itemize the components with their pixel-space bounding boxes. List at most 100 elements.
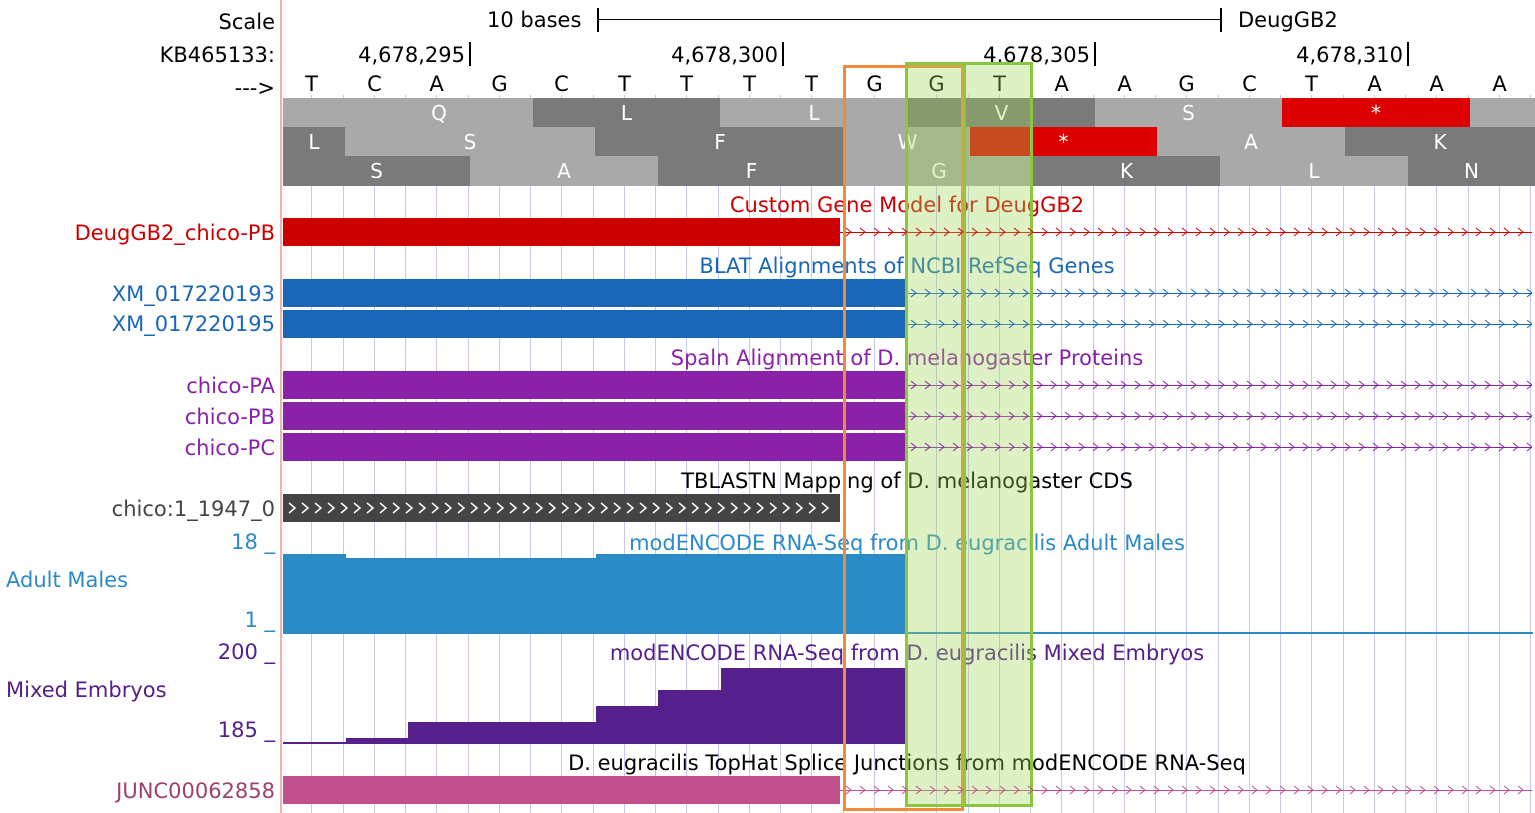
rnaseq-males-label[interactable]: Adult Males <box>6 568 129 592</box>
rnaseq-males-ymin: 1 _ <box>244 608 275 632</box>
tblastn-hit[interactable] <box>283 494 840 522</box>
amino-acid-block[interactable]: G <box>845 156 1033 186</box>
refseq-exon-1[interactable] <box>283 279 905 307</box>
refseq-item-label-1[interactable]: XM_017220193 <box>111 282 275 306</box>
amino-acid-block[interactable] <box>283 98 345 128</box>
intron-direction-arrows <box>910 380 1532 390</box>
scale-bar-tick-left <box>597 8 599 32</box>
tblastn-item-label[interactable]: chico:1_1947_0 <box>111 497 275 521</box>
position-tick-4 <box>1407 42 1409 66</box>
amino-acid-block[interactable]: K <box>1033 156 1220 186</box>
base-letter: A <box>429 72 444 96</box>
grid-line <box>1499 95 1500 813</box>
amino-acid-block[interactable]: L <box>720 98 908 128</box>
base-letter: T <box>680 72 693 96</box>
base-letter: C <box>554 72 569 96</box>
base-letter: A <box>1054 72 1069 96</box>
amino-acid-block[interactable]: K <box>1345 127 1535 157</box>
grid-line <box>1061 95 1062 813</box>
amino-acid-block[interactable]: F <box>658 156 845 186</box>
position-label-3: 4,678,305 <box>983 43 1090 67</box>
spaln-exon-2[interactable] <box>283 402 905 430</box>
amino-acid-block[interactable]: S <box>345 127 595 157</box>
amino-acid-block[interactable]: * <box>970 127 1157 157</box>
grid-line <box>1530 95 1531 813</box>
base-letter: T <box>618 72 631 96</box>
base-letter: G <box>1178 72 1195 96</box>
spaln-exon-1[interactable] <box>283 371 905 399</box>
grid-line <box>1155 95 1156 813</box>
position-tick-2 <box>782 42 784 66</box>
base-letter: G <box>866 72 883 96</box>
grid-line <box>1249 95 1250 813</box>
base-letter: A <box>1492 72 1507 96</box>
amino-acid-block[interactable]: S <box>283 156 470 186</box>
gene-model-exon[interactable] <box>283 218 840 246</box>
grid-line <box>1405 95 1406 813</box>
amino-acid-block[interactable]: W <box>845 127 970 157</box>
grid-line <box>1218 95 1219 813</box>
position-label-2: 4,678,300 <box>671 43 778 67</box>
refseq-item-label-2[interactable]: XM_017220195 <box>111 312 275 336</box>
amino-acid-block[interactable]: * <box>1282 98 1470 128</box>
scale-bar-tick-right <box>1220 8 1222 32</box>
position-label-4: 4,678,310 <box>1296 43 1403 67</box>
intron-direction-arrows <box>910 411 1532 421</box>
spaln-intron-2[interactable] <box>905 416 1532 417</box>
amino-acid-block[interactable]: A <box>1157 127 1345 157</box>
tblastn-title: TBLASTN Mapping of D. melanogaster CDS <box>681 469 1133 493</box>
splice-title: D. eugracilis TopHat Splice Junctions fr… <box>568 751 1246 775</box>
base-letter: T <box>993 72 1006 96</box>
gene-model-item-label[interactable]: DeugGB2_chico-PB <box>74 221 275 245</box>
grid-line <box>1280 95 1281 813</box>
refseq-intron-2[interactable] <box>905 324 1532 325</box>
spaln-intron-3[interactable] <box>905 447 1532 448</box>
amino-acid-block[interactable]: Q <box>345 98 533 128</box>
refseq-exon-2[interactable] <box>283 310 905 338</box>
grid-line <box>1468 95 1469 813</box>
rnaseq-embryos-ymin: 185 _ <box>217 718 275 742</box>
splice-junction-block[interactable] <box>283 776 840 804</box>
scale-bar-label: 10 bases <box>487 8 582 32</box>
refseq-title: BLAT Alignments of NCBI RefSeq Genes <box>699 254 1115 278</box>
strand-arrow: ---> <box>234 76 275 100</box>
grid-line <box>1374 95 1375 813</box>
rnaseq-embryos-coverage[interactable] <box>283 660 913 748</box>
amino-acid-block[interactable] <box>1470 98 1535 128</box>
scale-label: Scale <box>218 10 276 34</box>
amino-acid-block[interactable]: L <box>283 127 345 157</box>
amino-acid-block[interactable]: L <box>533 98 720 128</box>
rnaseq-males-coverage[interactable] <box>283 550 1535 636</box>
track-left-margin <box>280 0 282 813</box>
scale-bar <box>597 19 1221 20</box>
rnaseq-embryos-label[interactable]: Mixed Embryos <box>6 678 167 702</box>
amino-acid-block[interactable]: S <box>1095 98 1282 128</box>
position-tick-3 <box>1094 42 1096 66</box>
grid-line <box>968 95 969 813</box>
base-letter: A <box>1117 72 1132 96</box>
amino-acid-block[interactable]: L <box>1220 156 1408 186</box>
spaln-item-label-3[interactable]: chico-PC <box>184 436 275 460</box>
splice-item-label[interactable]: JUNC00062858 <box>116 779 275 803</box>
intron-direction-arrows <box>910 442 1532 452</box>
grid-line <box>1311 95 1312 813</box>
amino-acid-block[interactable]: V <box>908 98 1095 128</box>
tblastn-strand-chevrons <box>288 502 830 514</box>
spaln-exon-3[interactable] <box>283 433 905 461</box>
base-letter: T <box>305 72 318 96</box>
refseq-intron-1[interactable] <box>905 293 1532 294</box>
spaln-item-label-2[interactable]: chico-PB <box>184 405 275 429</box>
spaln-item-label-1[interactable]: chico-PA <box>186 374 275 398</box>
base-letter: C <box>367 72 382 96</box>
base-letter: G <box>928 72 945 96</box>
amino-acid-block[interactable]: F <box>595 127 845 157</box>
base-letter: A <box>1429 72 1444 96</box>
rnaseq-embryos-ymax: 200 _ <box>217 640 275 664</box>
chrom-label: KB465133: <box>159 43 275 67</box>
base-letter: G <box>491 72 508 96</box>
position-tick-1 <box>469 42 471 66</box>
amino-acid-block[interactable]: A <box>470 156 658 186</box>
amino-acid-block[interactable]: N <box>1408 156 1535 186</box>
spaln-intron-1[interactable] <box>905 385 1532 386</box>
